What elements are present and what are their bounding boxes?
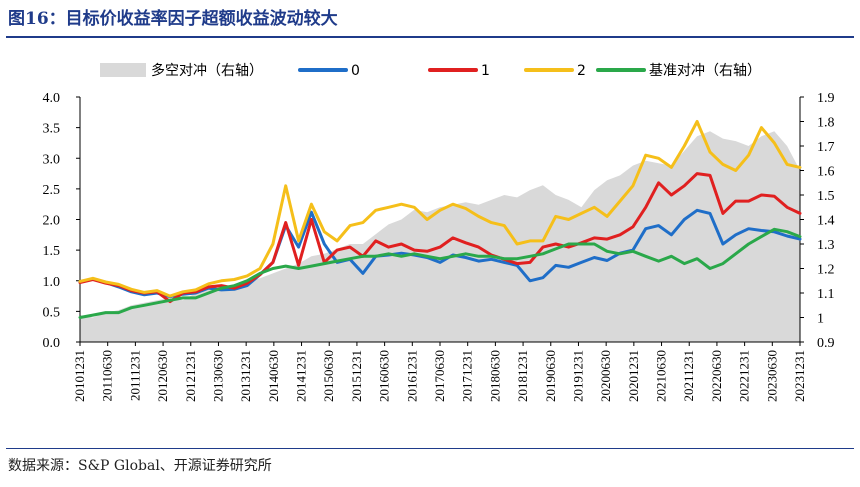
right-tick-label: 1 (817, 312, 824, 327)
series-line-2 (78, 172, 802, 304)
x-tick-label: 20160630 (377, 350, 392, 402)
x-tick-label: 20130630 (211, 350, 226, 402)
legend: 多空对冲（右轴） 0 1 2 基准对冲（右轴） (100, 62, 761, 79)
x-tick-label: 20120630 (155, 350, 170, 402)
legend-label-0: 多空对冲（右轴） (151, 62, 263, 79)
right-tick-label: 1.1 (817, 287, 835, 302)
legend-label-4: 基准对冲（右轴） (649, 62, 761, 79)
right-tick-label: 1.5 (817, 189, 835, 204)
lines-layer (78, 120, 802, 319)
x-tick-label: 20221231 (737, 350, 752, 402)
x-tick-label: 20230630 (764, 350, 779, 402)
right-tick-label: 1.9 (817, 91, 835, 106)
right-tick-label: 1.2 (817, 263, 835, 278)
left-tick-label: 2.0 (43, 214, 61, 229)
bottom-rule (6, 448, 854, 449)
series-area-0 (80, 131, 800, 342)
x-tick-label: 20141231 (294, 350, 309, 402)
x-tick-label: 20211231 (681, 350, 696, 402)
right-tick-label: 1.3 (817, 238, 835, 253)
axes-layer: 0.0 0.5 1.0 1.5 2.0 2.5 3.0 3.5 4.0 0.9 1 1.1 1.2 1.3… (43, 91, 835, 402)
left-tick-label: 3.0 (43, 152, 61, 167)
x-tick-label: 20200630 (598, 350, 613, 402)
series-line-3 (78, 120, 802, 298)
left-tick-label: 1.5 (43, 244, 61, 259)
right-tick-label: 1.6 (817, 165, 835, 180)
legend-swatch-0 (100, 63, 146, 77)
legend-label-2: 1 (481, 63, 490, 79)
x-tick-label: 20110630 (100, 350, 115, 402)
x-tick-label: 20121231 (183, 350, 198, 402)
x-tick-label: 20111231 (127, 350, 142, 401)
source-note: 数据来源：S&P Global、开源证券研究所 (8, 458, 272, 474)
x-tick-label: 20191231 (571, 350, 586, 402)
x-tick-label: 20131231 (238, 350, 253, 402)
left-tick-label: 1.0 (43, 275, 61, 290)
figure-title: 图16：目标价收益率因子超额收益波动较大 (8, 9, 338, 29)
x-tick-label: 20220630 (709, 350, 724, 402)
title-rule (6, 36, 854, 38)
area-layer (80, 131, 800, 342)
x-tick-label: 20190630 (543, 350, 558, 402)
x-tick-label: 20161231 (404, 350, 419, 402)
left-tick-label: 0.5 (43, 305, 61, 320)
legend-label-3: 2 (577, 63, 586, 79)
right-tick-label: 0.9 (817, 336, 835, 351)
x-tick-label: 20231231 (792, 350, 807, 402)
x-tick-label: 20170630 (432, 350, 447, 402)
x-tick-label: 20101231 (72, 350, 87, 402)
left-tick-label: 4.0 (43, 91, 61, 106)
x-tick-label: 20181231 (515, 350, 530, 402)
x-tick-label: 20150630 (321, 350, 336, 402)
left-tick-label: 2.5 (43, 183, 61, 198)
right-tick-label: 1.8 (817, 116, 835, 131)
x-tick-label: 20151231 (349, 350, 364, 402)
left-tick-label: 0.0 (43, 336, 61, 351)
x-tick-label: 20180630 (487, 350, 502, 402)
x-tick-label: 20171231 (460, 350, 475, 402)
x-tick-label: 20210630 (654, 350, 669, 402)
right-tick-label: 1.4 (817, 214, 835, 229)
series-line-4 (78, 227, 802, 319)
x-tick-label: 20201231 (626, 350, 641, 402)
right-tick-label: 1.7 (817, 140, 835, 155)
x-tick-label: 20140630 (266, 350, 281, 402)
legend-label-1: 0 (351, 63, 360, 79)
left-tick-label: 3.5 (43, 122, 61, 137)
